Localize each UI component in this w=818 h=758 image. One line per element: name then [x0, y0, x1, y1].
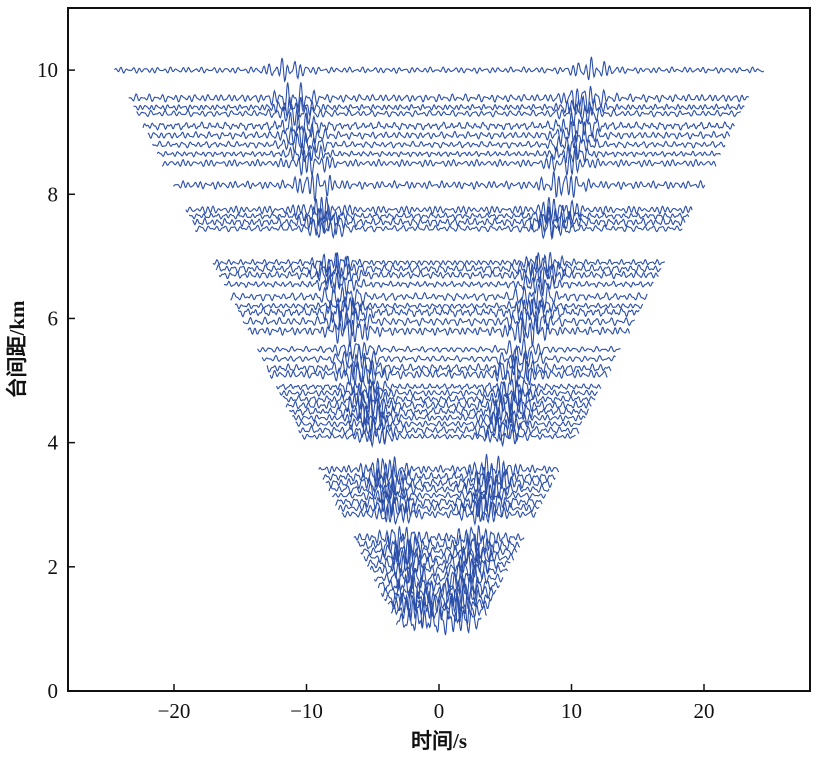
x-axis: −20 −10 0 10 20: [158, 684, 715, 723]
x-tick-label: 20: [694, 699, 715, 723]
seismic-trace: [195, 215, 683, 241]
seismic-trace: [325, 469, 553, 500]
seismic-trace: [173, 171, 706, 202]
y-axis: 0 2 4 6 8 10: [37, 58, 75, 703]
y-tick-label: 10: [37, 58, 58, 82]
seismic-trace: [341, 499, 537, 527]
seismic-trace: [318, 454, 560, 485]
seismic-trace: [301, 423, 576, 449]
seismic-trace: [156, 142, 721, 164]
seismic-trace: [353, 524, 525, 554]
x-axis-title: 时间/s: [411, 729, 467, 753]
x-tick-label: −20: [158, 699, 191, 723]
seismic-trace: [380, 575, 497, 610]
seismic-trace: [279, 379, 599, 406]
seismic-trace: [234, 296, 644, 318]
seismic-trace: [285, 391, 592, 424]
y-tick-label: 0: [48, 679, 59, 703]
seismic-trace: [161, 148, 717, 177]
seismic-trace: [142, 111, 735, 143]
x-tick-label: 0: [434, 699, 445, 723]
seismic-trace: [215, 252, 662, 284]
seismic-trace: [218, 262, 659, 291]
seismic-trace: [230, 281, 648, 311]
seismic-trace: [328, 471, 550, 505]
seismic-trace: [237, 296, 640, 329]
y-axis-title: 台间距/km: [5, 300, 29, 399]
seismic-trace: [334, 488, 543, 519]
seismic-trace: [242, 306, 636, 340]
seismic-trace: [288, 394, 590, 426]
seismic-trace: [266, 352, 612, 384]
seismic-trace: [261, 343, 616, 371]
seismic-trace: [363, 545, 515, 571]
seismic-trace: [276, 375, 602, 399]
seismic-trace: [147, 121, 731, 149]
y-tick-label: 2: [48, 555, 59, 579]
seismic-trace: [128, 82, 749, 114]
seismic-trace: [282, 385, 596, 415]
seismic-trace: [136, 103, 742, 127]
seismic-trace: [366, 546, 511, 581]
seismic-trace: [188, 202, 690, 226]
seismic-trace: [185, 195, 693, 229]
seismic-trace: [377, 569, 501, 600]
seismic-trace: [322, 462, 556, 493]
seismic-trace: [357, 532, 521, 564]
trace-group: [113, 56, 765, 636]
seismic-trace: [192, 206, 686, 238]
seismic-trace: [257, 336, 621, 362]
seismic-trace: [223, 272, 654, 297]
seismic-trace: [113, 56, 765, 83]
y-tick-label: 4: [48, 431, 59, 455]
y-tick-label: 6: [48, 306, 59, 330]
x-tick-label: −10: [290, 699, 323, 723]
seismic-trace: [298, 415, 580, 444]
seismic-trace: [292, 404, 586, 431]
seismic-trace: [247, 316, 631, 347]
seismic-trace: [338, 491, 540, 523]
seismic-trace: [133, 94, 745, 120]
y-tick-label: 8: [48, 182, 59, 206]
seismic-trace: [295, 410, 583, 435]
seismic-trace: [212, 251, 665, 276]
seismic-trace: [332, 482, 547, 509]
x-tick-label: 10: [561, 699, 582, 723]
seismic-trace: [152, 130, 726, 159]
